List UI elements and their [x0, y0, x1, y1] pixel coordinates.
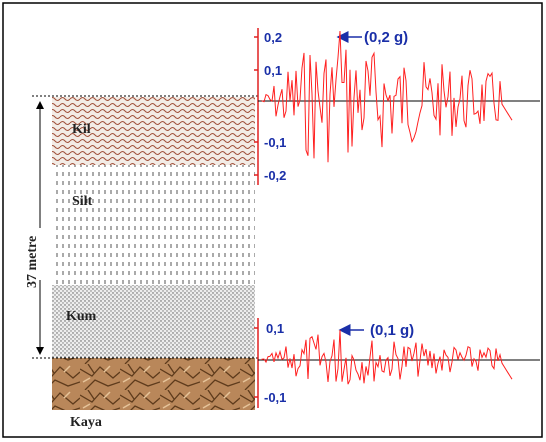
- tick-label: -0,1: [264, 390, 286, 405]
- kum-layer: [52, 285, 255, 358]
- layer-label: Kil: [72, 122, 91, 137]
- tick-label: -0,2: [264, 168, 286, 183]
- layer-label: Kum: [66, 309, 97, 324]
- seismogram: [261, 329, 513, 385]
- ticks: [254, 327, 258, 398]
- silt-layer: [52, 165, 255, 285]
- tick-label: 0,1: [264, 63, 282, 78]
- kil-layer: [52, 97, 255, 165]
- kaya-layer: [52, 358, 255, 410]
- layer-label: Silt: [72, 194, 93, 209]
- peak-label: (0,1 g): [370, 322, 414, 339]
- layer-label: Kaya: [70, 415, 102, 430]
- tick-label: 0,1: [266, 321, 284, 336]
- tick-label: 0,2: [264, 30, 282, 45]
- peak-label: (0,2 g): [364, 29, 408, 46]
- frame: [2, 2, 543, 438]
- seismogram: [261, 30, 513, 163]
- tick-label: -0,1: [264, 135, 286, 150]
- ticks: [254, 36, 258, 176]
- depth-label: 37 metre: [25, 236, 40, 288]
